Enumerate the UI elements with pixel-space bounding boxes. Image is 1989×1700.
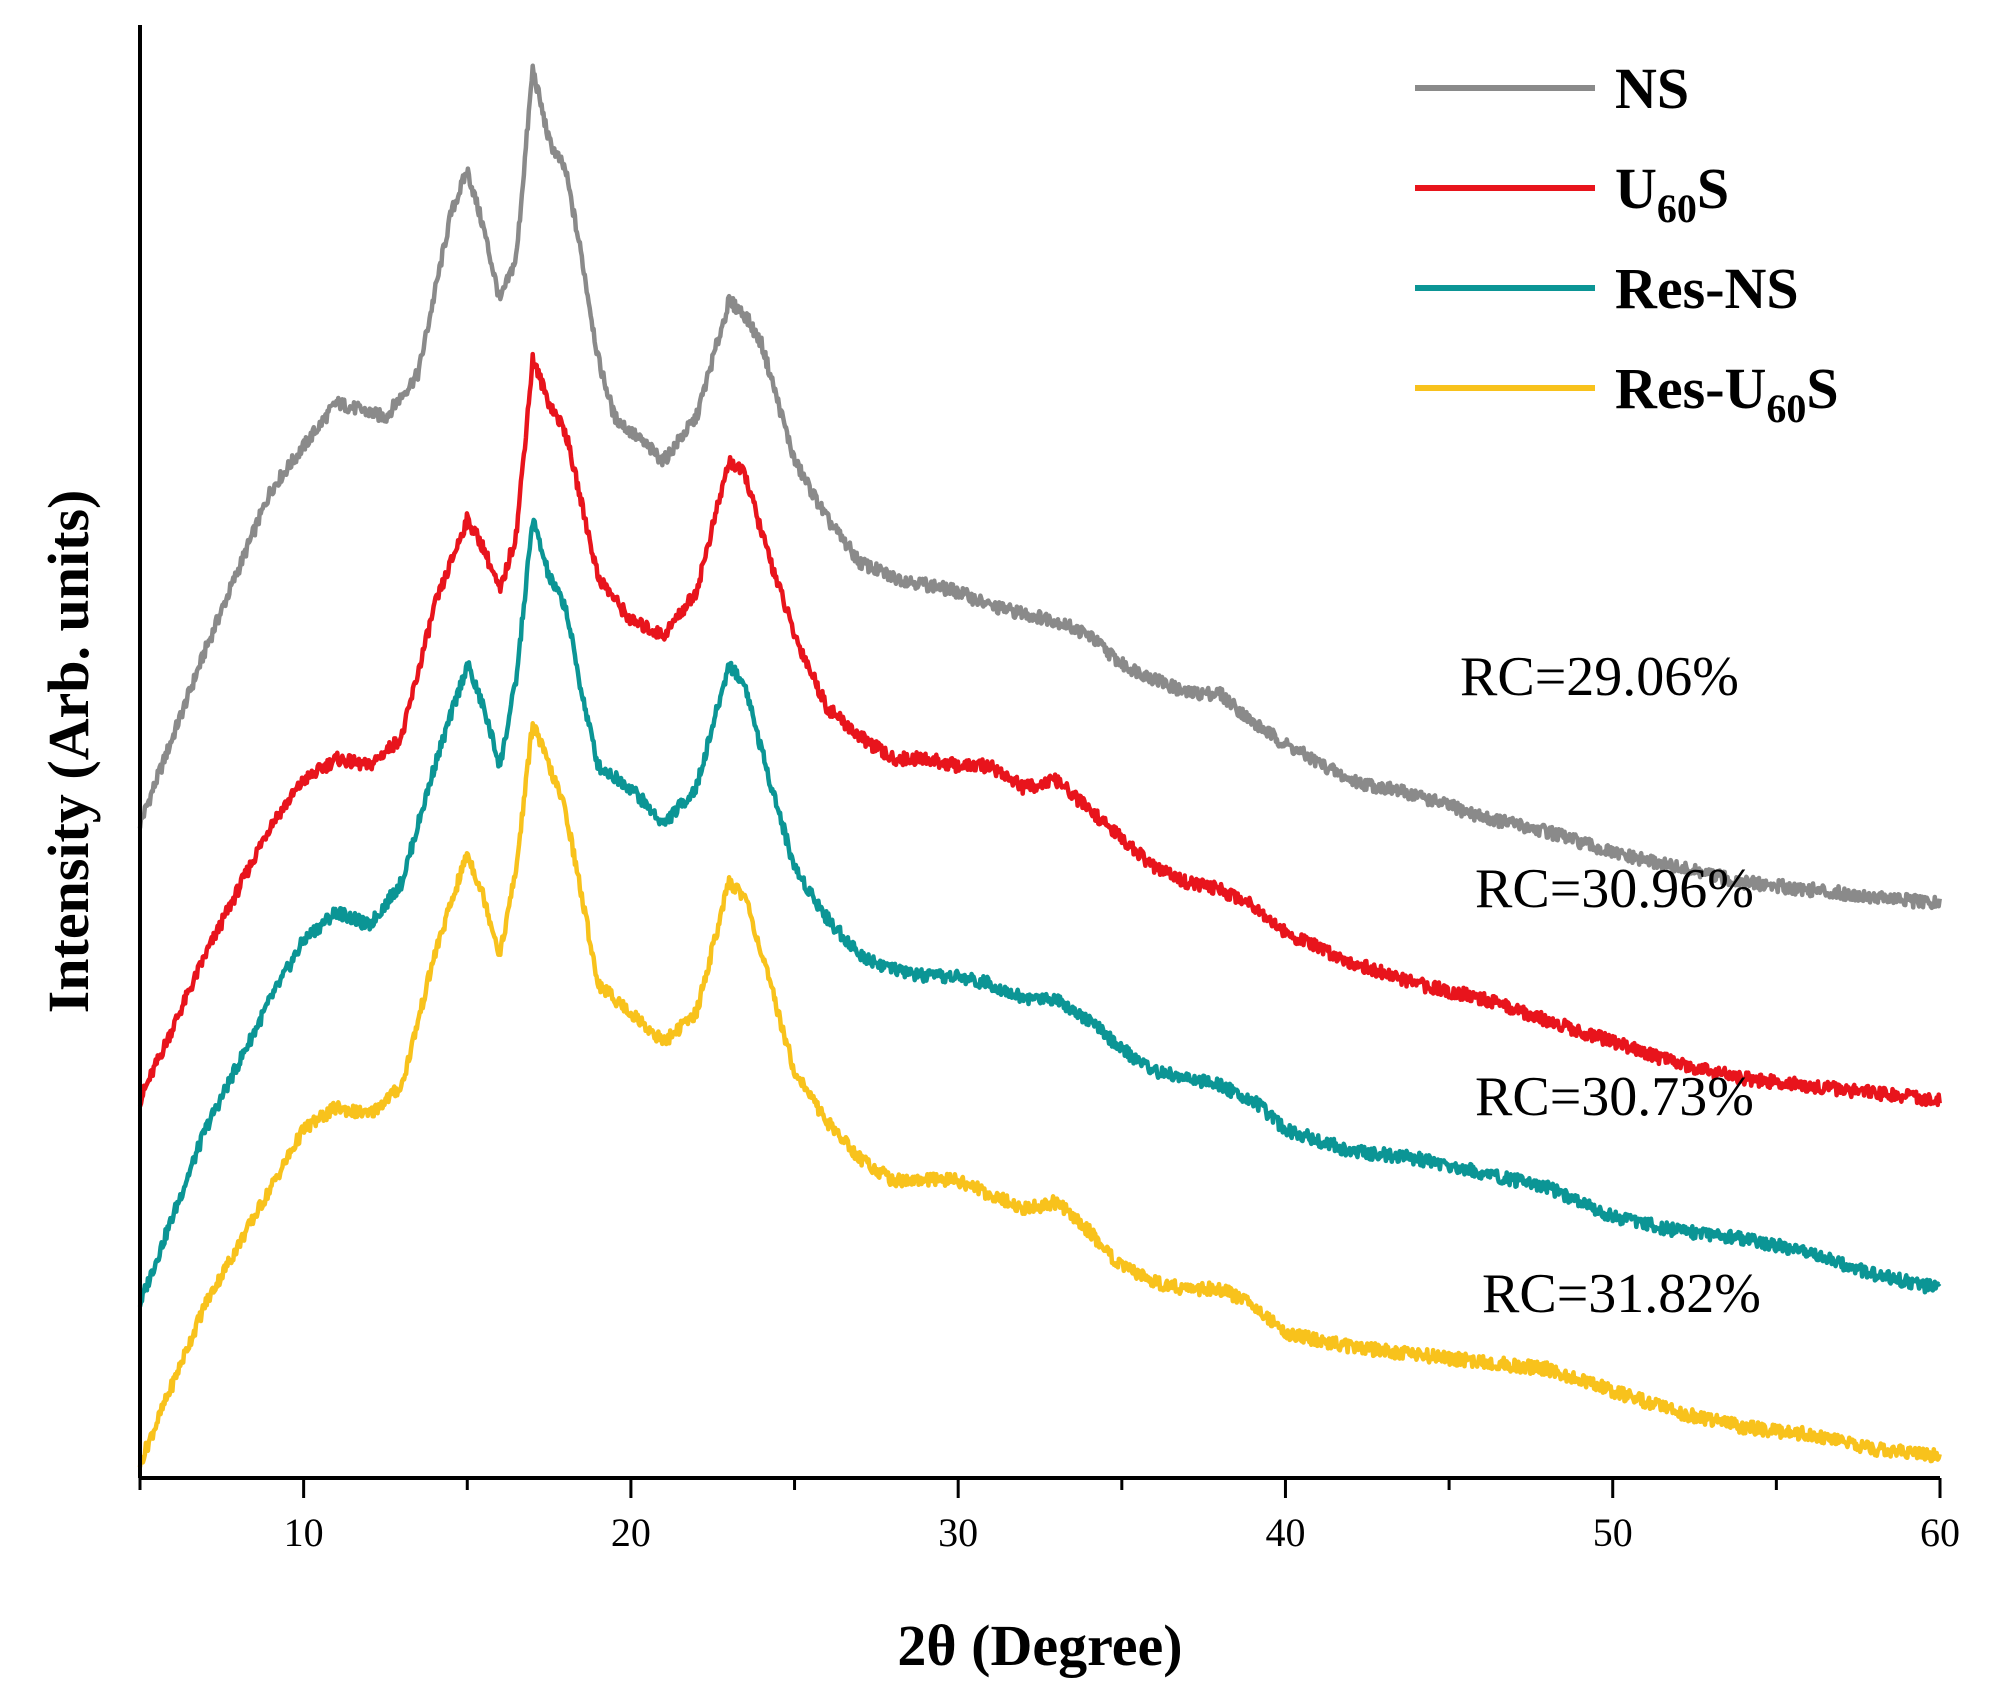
legend-label-tail: S [1806,356,1838,421]
rc-label: RC=30.96% [1475,858,1754,920]
rc-labels: RC=29.06% RC=30.96% RC=30.73% RC=31.82% [1460,646,1761,1325]
plot-area [137,63,1942,1468]
x-axis-title: 2θ (Degree) [897,1613,1182,1678]
x-tick-label: 50 [1593,1510,1633,1555]
x-tick-label: 30 [938,1510,978,1555]
series-line-ns [137,63,1942,911]
legend-label-main: NS [1615,56,1689,121]
x-tick-label: 40 [1265,1510,1305,1555]
legend-label-subscript: 60 [1766,386,1806,431]
x-tick-label: 10 [284,1510,324,1555]
legend-label-subscript: 60 [1657,186,1697,231]
legend-label: U60S [1615,156,1729,231]
x-tick-label: 60 [1920,1510,1960,1555]
legend-label: Res-NS [1615,256,1799,321]
series-line-res-ns [137,517,1942,1308]
x-tick-label: 20 [611,1510,651,1555]
legend-label: Res-U60S [1615,356,1839,431]
rc-label: RC=30.73% [1475,1066,1754,1128]
legend-label-tail: S [1697,156,1729,221]
legend-label-main: U [1615,156,1657,221]
rc-label: RC=29.06% [1460,646,1739,708]
legend-label: NS [1615,56,1689,121]
y-axis-title: Intensity (Arb. units) [36,490,101,1014]
x-axis-ticks: 10 20 30 40 50 60 [138,1478,1960,1555]
series-line-res-u60s [137,721,1942,1468]
series-line-u60s [137,351,1942,1108]
legend-label-main: Res-NS [1615,256,1799,321]
legend-label-main: Res-U [1615,356,1766,421]
rc-label: RC=31.82% [1482,1263,1761,1325]
